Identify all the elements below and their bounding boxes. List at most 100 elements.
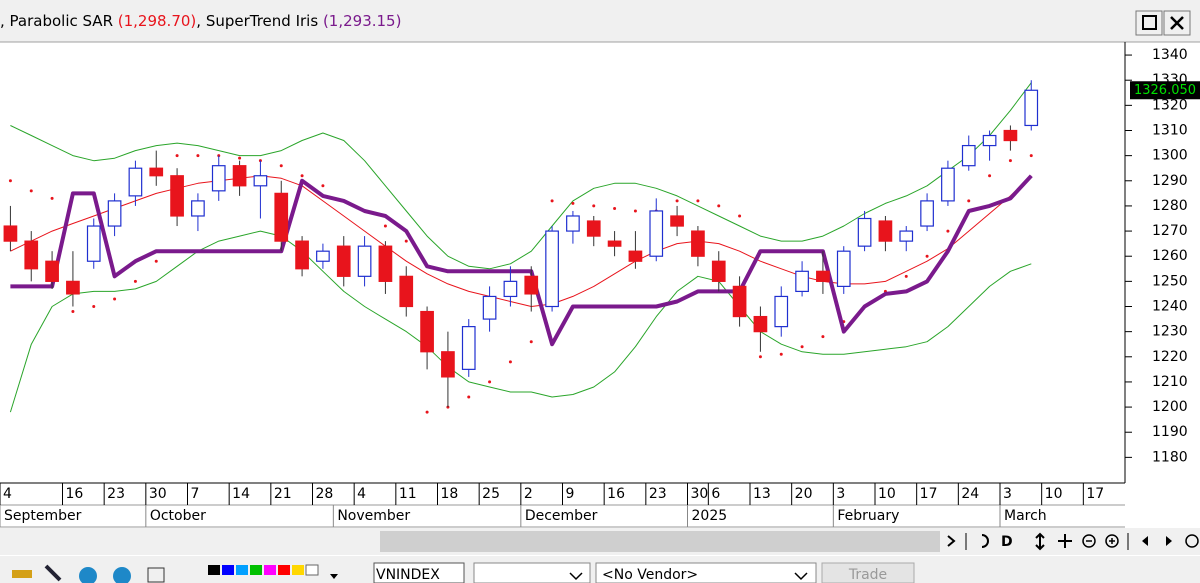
sar-dot: [196, 154, 200, 158]
symbol-input[interactable]: [373, 562, 465, 583]
sar-dot: [529, 340, 533, 344]
month-label: September: [4, 508, 82, 524]
candle-body: [628, 250, 643, 262]
candle-body: [920, 200, 934, 227]
browser-icon[interactable]: [79, 567, 97, 583]
sar-dot: [633, 209, 637, 213]
color-swatch[interactable]: [250, 565, 262, 575]
candle-body: [441, 351, 455, 378]
color-swatch[interactable]: [292, 565, 304, 575]
candle-body: [795, 270, 809, 293]
prev-icon[interactable]: [1142, 536, 1148, 546]
x-tick-label: 23: [649, 486, 667, 502]
browser-icon[interactable]: [113, 567, 131, 583]
candle-body: [774, 295, 789, 328]
candle-body: [649, 210, 664, 257]
x-tick-label: 23: [107, 486, 125, 502]
y-tick-label: 1200: [1152, 399, 1188, 415]
y-tick-label: 1320: [1152, 97, 1188, 113]
candle-body: [24, 240, 39, 270]
x-tick-label: 30: [691, 486, 709, 502]
zoom-vertical-icon[interactable]: [1035, 532, 1045, 551]
zoom-in-icon[interactable]: [1105, 534, 1119, 548]
zoom-out-icon[interactable]: [1185, 534, 1199, 548]
sar-dot: [92, 305, 96, 309]
candle-body: [191, 200, 205, 217]
indicator-name: , SuperTrend Iris: [196, 12, 323, 30]
candle-body: [1003, 129, 1018, 142]
x-tick-label: 18: [441, 486, 459, 502]
x-tick-label: 16: [607, 486, 625, 502]
sar-dot: [425, 410, 429, 414]
candle-body: [670, 215, 684, 227]
maximize-icon: [1142, 15, 1157, 30]
sar-dot: [154, 259, 158, 263]
next-icon[interactable]: [1166, 536, 1172, 546]
x-tick-label: 6: [711, 486, 720, 502]
scrollbar[interactable]: [380, 531, 940, 552]
x-tick-label: 4: [357, 486, 366, 502]
scroll-right-icon[interactable]: [947, 535, 956, 547]
vendor-dropdown[interactable]: [595, 562, 817, 583]
candle-body: [357, 245, 372, 277]
daily-button[interactable]: D: [1001, 534, 1013, 550]
color-swatch[interactable]: [264, 565, 276, 575]
maximize-button[interactable]: [1135, 10, 1163, 36]
key-icon[interactable]: [12, 570, 32, 578]
tool-icon[interactable]: [44, 564, 62, 582]
sar-dot: [675, 199, 679, 203]
sar-dot: [1008, 159, 1012, 163]
sar-dot: [300, 174, 304, 178]
color-palette[interactable]: [208, 564, 338, 579]
refresh-icon[interactable]: [981, 534, 989, 548]
x-tick-label: 21: [274, 486, 292, 502]
interval-dropdown[interactable]: [473, 562, 591, 583]
sar-dot: [925, 254, 929, 258]
candle-body: [732, 285, 747, 318]
x-tick-label: 24: [961, 486, 979, 502]
candle-body: [211, 165, 226, 192]
price-axis: 1180 1190 1200 1210 1220 1230 1240 1250 1260 1270…: [1125, 47, 1200, 465]
sar-dot: [821, 335, 825, 339]
y-tick-label: 1260: [1152, 248, 1188, 264]
sar-dot: [946, 229, 950, 233]
last-price-label: 1326.050: [1134, 83, 1196, 98]
zoom-out-icon[interactable]: [1082, 534, 1096, 548]
color-swatch[interactable]: [236, 565, 248, 575]
x-tick-label: 25: [482, 486, 500, 502]
trade-text: Trade: [848, 567, 887, 583]
move-icon[interactable]: [1058, 534, 1072, 548]
sar-dot: [29, 189, 33, 193]
trade-button[interactable]: [821, 562, 915, 583]
y-tick-label: 1300: [1152, 148, 1188, 164]
candle-body: [336, 245, 351, 277]
color-swatch[interactable]: [208, 565, 220, 575]
month-label: October: [150, 508, 206, 524]
candle-body: [607, 240, 622, 247]
candle-body: [378, 245, 393, 282]
dropdown-arrow[interactable]: [330, 574, 338, 579]
sar-dot: [904, 274, 908, 278]
print-icon[interactable]: [147, 567, 165, 583]
x-tick-label: 9: [566, 486, 575, 502]
candle-body: [586, 220, 601, 237]
sar-dot: [738, 214, 742, 218]
sar-dot: [488, 380, 492, 384]
color-swatch[interactable]: [305, 564, 319, 576]
indicator-line: [10, 175, 1032, 307]
y-tick-label: 1220: [1152, 349, 1188, 365]
candle-body: [128, 167, 143, 197]
x-tick-label: 3: [1003, 486, 1012, 502]
sar-dot: [238, 156, 242, 160]
y-tick-label: 1290: [1152, 173, 1188, 189]
indicator-line: [10, 82, 1032, 270]
color-swatch[interactable]: [278, 565, 290, 575]
candle-body: [420, 310, 434, 353]
color-swatch[interactable]: [222, 565, 234, 575]
sar-dot: [133, 279, 137, 283]
sar-dot: [383, 224, 387, 228]
time-axis: 4 16 23 30 7 14 21 28 4 11 18 25 2 9 16 23 30 6 13 20 3 10 17 2…: [0, 483, 1104, 527]
candle-body: [961, 144, 976, 167]
candle-body: [1024, 89, 1039, 127]
sar-dot: [8, 179, 12, 183]
